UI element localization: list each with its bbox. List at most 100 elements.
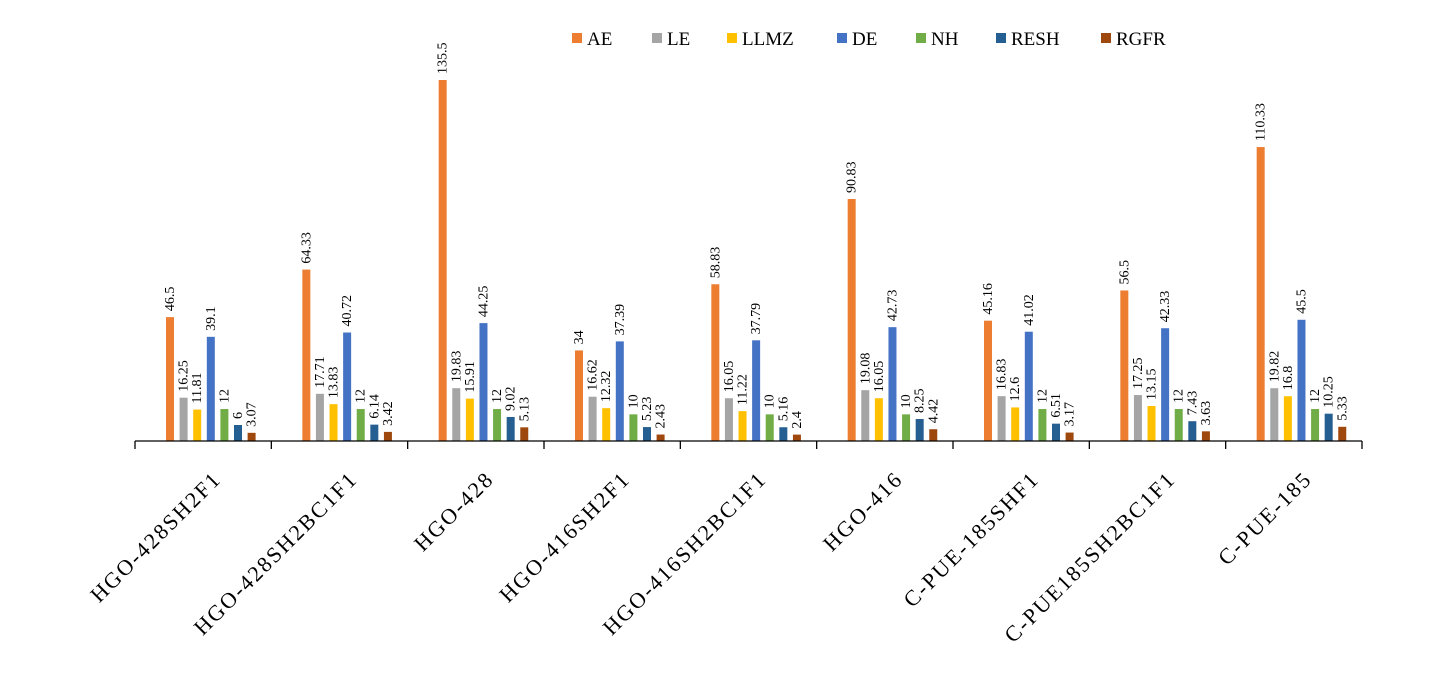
data-label-nh-c-pue-185: 12 (1308, 389, 1323, 403)
bar-ae-hgo-428sh2f1 (166, 317, 174, 441)
data-label-ae-c-pue-185shf1: 45.16 (981, 283, 996, 315)
data-label-de-hgo-416sh2bc1f1: 37.79 (749, 303, 764, 335)
bar-rgfr-hgo-428sh2f1 (247, 432, 256, 441)
bar-nh-hgo-416 (902, 414, 911, 441)
bar-ae-hgo-416sh2bc1f1 (711, 284, 720, 441)
category-label-hgo-428: HGO-428 (409, 466, 499, 556)
data-label-rgfr-c-pue-185shf1: 3.17 (1063, 402, 1078, 427)
data-label-nh-hgo-416sh2bc1f1: 10 (763, 394, 778, 408)
bar-nh-hgo-428sh2bc1f1 (356, 409, 365, 441)
bar-de-c-pue-185 (1297, 319, 1306, 441)
x-axis (134, 440, 1363, 449)
legend-label-resh: RESH (1011, 29, 1060, 50)
data-label-de-c-pue-185shf1: 41.02 (1022, 294, 1037, 326)
bar-resh-hgo-428sh2f1 (234, 425, 242, 441)
legend-label-ae: AE (587, 29, 612, 50)
bar-le-c-pue-185 (1270, 388, 1279, 441)
legend-swatch-de (837, 33, 847, 43)
legend-label-rgfr: RGFR (1116, 29, 1166, 50)
bar-llmz-c-pue-185shf1 (1011, 407, 1020, 441)
bar-resh-hgo-416 (915, 419, 924, 441)
bar-rgfr-hgo-416sh2bc1f1 (792, 434, 801, 441)
bar-llmz-hgo-428 (465, 398, 474, 441)
data-label-llmz-c-pue-185: 16.8 (1281, 366, 1296, 391)
bar-ae-c-pue185sh2bc1f1 (1120, 290, 1129, 441)
data-label-le-c-pue185sh2bc1f1: 17.25 (1131, 358, 1146, 390)
data-label-nh-hgo-428sh2bc1f1: 12 (354, 389, 369, 403)
bar-de-hgo-428sh2f1 (206, 336, 215, 441)
data-label-resh-hgo-416sh2f1: 5.23 (640, 397, 655, 422)
data-label-ae-hgo-428sh2f1: 46.5 (163, 287, 178, 312)
data-label-le-hgo-428sh2f1: 16.25 (177, 360, 192, 392)
data-label-le-hgo-428: 19.83 (449, 351, 464, 383)
bar-rgfr-hgo-428sh2bc1f1 (383, 431, 392, 441)
legend-item-ae: AE (572, 29, 612, 50)
data-label-llmz-hgo-416: 16.05 (872, 361, 887, 393)
data-label-ae-c-pue185sh2bc1f1: 56.5 (1117, 260, 1132, 285)
data-label-ae-hgo-416: 90.83 (845, 162, 860, 194)
data-label-resh-hgo-428: 9.02 (504, 386, 519, 411)
bar-resh-c-pue185sh2bc1f1 (1188, 421, 1197, 441)
data-label-nh-c-pue185sh2bc1f1: 12 (1172, 389, 1187, 403)
bar-llmz-hgo-428sh2f1 (193, 409, 202, 441)
bar-rgfr-hgo-416sh2f1 (656, 434, 665, 441)
bar-de-c-pue185sh2bc1f1 (1161, 328, 1170, 441)
data-label-ae-hgo-416sh2bc1f1: 58.83 (708, 247, 723, 279)
bar-llmz-c-pue-185 (1283, 396, 1292, 441)
data-label-rgfr-c-pue-185: 5.33 (1335, 396, 1350, 421)
legend-swatch-le (652, 33, 662, 43)
bar-nh-hgo-416sh2bc1f1 (765, 414, 774, 441)
bars-group (166, 80, 1347, 441)
bar-rgfr-c-pue185sh2bc1f1 (1201, 431, 1210, 441)
data-label-rgfr-hgo-428sh2bc1f1: 3.42 (381, 401, 396, 426)
bar-rgfr-c-pue-185 (1338, 426, 1347, 441)
data-label-rgfr-hgo-416sh2f1: 2.43 (654, 404, 669, 429)
bar-resh-c-pue-185 (1324, 413, 1333, 441)
data-label-le-c-pue-185: 19.82 (1267, 351, 1282, 383)
data-label-llmz-hgo-416sh2bc1f1: 11.22 (736, 374, 751, 405)
bar-nh-c-pue185sh2bc1f1 (1174, 409, 1183, 441)
legend-label-le: LE (667, 29, 690, 50)
bar-rgfr-hgo-428 (520, 427, 529, 441)
data-label-llmz-hgo-428: 15.91 (463, 361, 478, 393)
bar-llmz-hgo-428sh2bc1f1 (329, 404, 338, 441)
category-label-hgo-416: HGO-416 (818, 466, 908, 556)
bar-resh-hgo-428sh2bc1f1 (370, 424, 379, 441)
legend-label-llmz: LLMZ (742, 29, 794, 50)
legend-swatch-nh (916, 33, 926, 43)
bar-resh-hgo-416sh2bc1f1 (779, 427, 788, 441)
bar-nh-hgo-428 (493, 409, 502, 441)
bar-llmz-hgo-416 (874, 398, 883, 441)
data-label-resh-hgo-428sh2bc1f1: 6.14 (367, 394, 382, 419)
data-label-llmz-hgo-428sh2f1: 11.81 (190, 373, 205, 404)
category-label-c-pue-185: C-PUE-185 (1213, 466, 1317, 570)
category-label-hgo-416sh2f1: HGO-416SH2F1 (494, 466, 635, 607)
data-label-resh-c-pue185sh2bc1f1: 7.43 (1185, 391, 1200, 416)
category-label-c-pue-185shf1: C-PUE-185SHF1 (898, 466, 1044, 612)
data-label-nh-hgo-416sh2f1: 10 (626, 394, 641, 408)
legend-swatch-rgfr (1101, 33, 1111, 43)
bar-resh-c-pue-185shf1 (1052, 423, 1060, 441)
bar-ae-hgo-416 (847, 199, 856, 441)
data-label-nh-hgo-416: 10 (899, 394, 914, 408)
data-label-resh-hgo-428sh2f1: 6 (231, 412, 246, 419)
data-label-de-hgo-416sh2f1: 37.39 (613, 304, 628, 336)
bar-le-c-pue-185shf1 (997, 396, 1006, 441)
legend-item-resh: RESH (996, 29, 1060, 50)
data-label-nh-hgo-428sh2f1: 12 (217, 389, 232, 403)
data-label-ae-c-pue-185: 110.33 (1254, 103, 1269, 141)
data-label-de-c-pue-185: 45.5 (1294, 289, 1309, 314)
legend-item-nh: NH (916, 29, 959, 50)
data-label-rgfr-hgo-416sh2bc1f1: 2.4 (790, 411, 805, 429)
bar-llmz-hgo-416sh2bc1f1 (738, 411, 747, 441)
legend-swatch-resh (996, 33, 1006, 43)
data-label-nh-c-pue-185shf1: 12 (1035, 389, 1050, 403)
data-label-resh-hgo-416: 8.25 (913, 389, 928, 414)
bar-ae-hgo-416sh2f1 (575, 350, 583, 441)
bar-de-hgo-428sh2bc1f1 (343, 332, 352, 441)
bar-de-hgo-416 (888, 327, 897, 441)
data-label-de-c-pue185sh2bc1f1: 42.33 (1158, 291, 1173, 323)
